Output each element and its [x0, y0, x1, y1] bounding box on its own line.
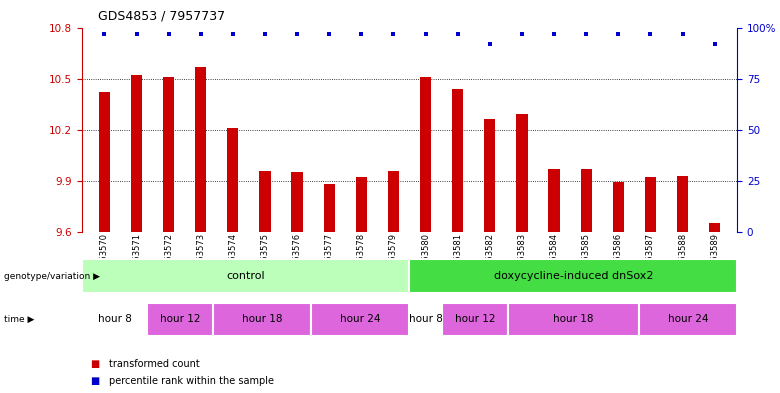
Point	[484, 41, 496, 47]
Point	[387, 31, 399, 37]
Point	[452, 31, 464, 37]
Point	[194, 31, 207, 37]
Bar	[213, 303, 311, 336]
Text: hour 12: hour 12	[455, 314, 495, 324]
Bar	[645, 177, 656, 232]
Text: hour 24: hour 24	[668, 314, 708, 324]
Bar	[99, 92, 110, 232]
Bar	[612, 182, 624, 232]
Bar	[442, 303, 508, 336]
Point	[227, 31, 239, 37]
Bar	[639, 303, 737, 336]
Text: hour 24: hour 24	[340, 314, 381, 324]
Bar	[709, 223, 720, 232]
Point	[323, 31, 335, 37]
Point	[676, 31, 689, 37]
Point	[612, 31, 625, 37]
Text: hour 8: hour 8	[98, 314, 132, 324]
Text: time ▶: time ▶	[4, 315, 34, 324]
Point	[420, 31, 432, 37]
Text: GDS4853 / 7957737: GDS4853 / 7957737	[98, 10, 225, 23]
Bar	[311, 303, 410, 336]
Text: percentile rank within the sample: percentile rank within the sample	[109, 376, 275, 386]
Bar	[452, 89, 463, 232]
Bar	[163, 77, 174, 232]
Point	[548, 31, 560, 37]
Bar	[508, 303, 639, 336]
Bar	[580, 169, 592, 232]
Point	[98, 31, 111, 37]
Bar	[292, 172, 303, 232]
Text: hour 12: hour 12	[160, 314, 200, 324]
Bar	[677, 176, 688, 232]
Bar	[131, 75, 142, 232]
Text: ■: ■	[90, 358, 99, 369]
Bar	[82, 303, 147, 336]
Bar	[516, 114, 527, 232]
Bar	[356, 177, 367, 232]
Bar	[324, 184, 335, 232]
Bar	[227, 128, 239, 232]
Bar	[420, 77, 431, 232]
Point	[644, 31, 657, 37]
Text: hour 18: hour 18	[553, 314, 594, 324]
Point	[708, 41, 721, 47]
Text: doxycycline-induced dnSox2: doxycycline-induced dnSox2	[494, 271, 653, 281]
Point	[355, 31, 367, 37]
Text: hour 18: hour 18	[242, 314, 282, 324]
Point	[291, 31, 303, 37]
Text: ■: ■	[90, 376, 99, 386]
Bar	[548, 169, 559, 232]
Point	[162, 31, 175, 37]
Text: control: control	[226, 271, 265, 281]
Point	[259, 31, 271, 37]
Text: transformed count: transformed count	[109, 358, 200, 369]
Bar	[259, 171, 271, 232]
Text: genotype/variation ▶: genotype/variation ▶	[4, 272, 100, 281]
Bar	[388, 171, 399, 232]
Bar	[195, 67, 207, 232]
Bar	[410, 259, 737, 293]
Bar	[82, 259, 410, 293]
Bar	[147, 303, 213, 336]
Point	[516, 31, 528, 37]
Point	[580, 31, 592, 37]
Point	[130, 31, 143, 37]
Text: hour 8: hour 8	[409, 314, 443, 324]
Bar	[484, 119, 495, 232]
Bar	[410, 303, 442, 336]
